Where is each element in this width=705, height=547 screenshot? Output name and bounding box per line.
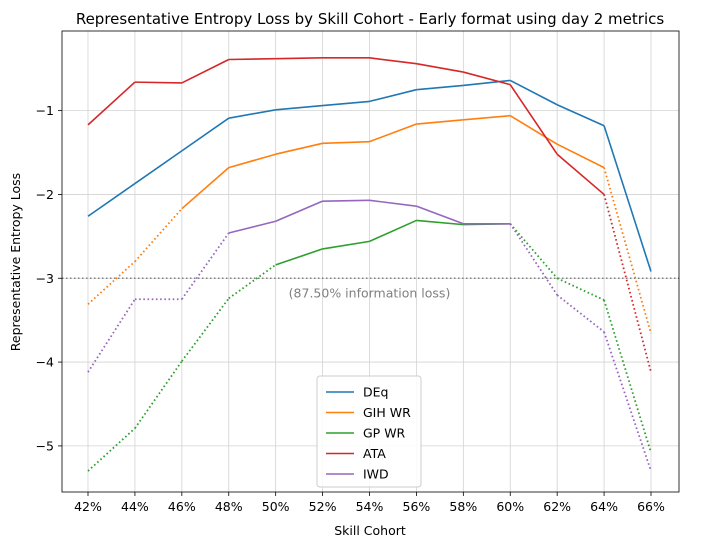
series-segment [556,143,605,169]
series-segment [87,182,136,217]
series-segment [369,88,417,103]
y-tick-label: −5 [36,438,54,453]
series-segment [181,167,230,210]
series-segment [416,119,464,125]
y-tick-label: −2 [36,187,54,202]
series-segment [87,81,136,126]
series-segment [322,140,370,145]
y-tick-label: −4 [36,355,54,370]
legend-label: GP WR [363,426,406,441]
series-segment [509,84,558,155]
series-gih-wr [87,114,652,334]
series-segment-dotted [603,194,652,373]
series-segment-dotted [556,294,605,333]
series-ata [87,57,652,373]
series-deq [87,79,652,272]
series-segment [228,57,276,61]
x-tick-label: 42% [74,499,102,514]
series-segment [275,104,323,111]
legend-label: ATA [363,446,386,461]
y-tick-label: −1 [36,103,54,118]
series-segment [322,100,370,107]
series-segment-dotted [181,232,230,300]
series-segment-dotted [228,264,277,300]
series-segment [134,150,183,185]
series-segment [369,219,417,243]
x-tick-label: 64% [590,499,618,514]
x-tick-label: 58% [449,499,477,514]
series-segment [603,125,652,272]
plot-frame [61,30,680,493]
series-segment [134,81,182,84]
series-segment [228,220,276,234]
series-segment [463,71,511,86]
x-tick-label: 54% [356,499,384,514]
reference-line-label: (87.50% information loss) [289,285,451,300]
series-segment [463,79,511,87]
series-segment [416,84,464,91]
series-segment-dotted [181,297,230,362]
series-segment [275,200,323,223]
x-tick-label: 60% [496,499,524,514]
x-axis-ticks: 42% 44% 46% 48% 50% 52% 54% 56% 58% 60% 62% 64% 66% [74,492,665,514]
series-segment-dotted [556,277,605,301]
series-segment [509,79,558,106]
series-segment [556,104,605,127]
x-tick-label: 66% [637,499,665,514]
series-segment [369,57,417,65]
series-segment-dotted [603,331,652,472]
series-segment [509,114,558,145]
series-segment-dotted [603,299,652,453]
series-segment [463,114,511,121]
chart-title: Representative Entropy Loss by Skill Coh… [76,10,665,28]
series-segment [275,57,323,60]
x-tick-label: 56% [403,499,431,514]
legend-label: DEq [363,385,388,400]
legend-box [316,375,422,488]
series-segment [322,240,370,250]
y-axis-ticks: −5 −4 −3 −2 −1 [36,103,62,453]
series-segment [369,123,417,143]
legend-label: IWD [363,467,389,482]
reference-line-group: (87.50% information loss) [62,277,679,300]
series-segment-dotted [134,360,183,429]
x-axis-label: Skill Cohort [334,523,406,538]
series-segment [322,199,370,202]
y-tick-label: −3 [36,271,54,286]
x-tick-label: 52% [309,499,337,514]
x-tick-label: 46% [168,499,196,514]
series-segment [556,153,605,196]
series-segment [228,153,276,169]
series-segment [369,199,417,207]
series-segment-dotted [509,223,558,296]
series-segment [181,117,230,152]
x-tick-label: 44% [121,499,149,514]
series-segment [416,219,464,226]
x-tick-label: 48% [215,499,243,514]
series-segment [275,248,323,266]
series-segment-dotted [87,298,136,373]
series-segment [416,62,464,73]
legend: DEq GIH WR GP WR ATA IWD [316,375,422,488]
series-segment-dotted [603,167,652,334]
y-axis-label: Representative Entropy Loss [8,173,23,351]
x-tick-label: 50% [262,499,290,514]
legend-label: GIH WR [363,405,411,420]
series-segment-dotted [134,208,183,263]
series-group [87,57,652,472]
series-segment [416,205,464,225]
series-segment [181,58,230,84]
x-tick-label: 62% [543,499,571,514]
series-segment [275,142,323,155]
series-segment [228,109,276,119]
series-iwd [87,199,652,472]
series-segment-dotted [509,223,558,279]
